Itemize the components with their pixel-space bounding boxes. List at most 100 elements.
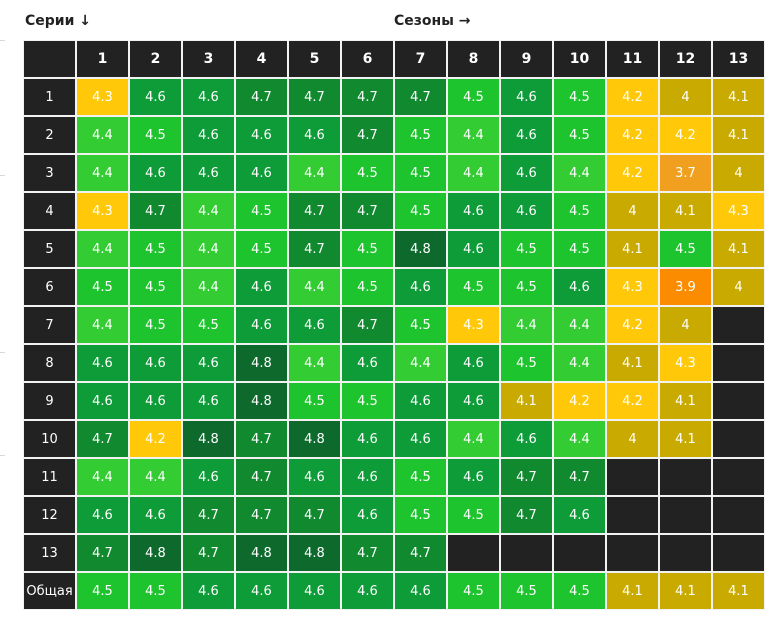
empty-cell <box>447 534 500 572</box>
episode-row-label: 4 <box>23 192 76 230</box>
rating-cell: 4.3 <box>712 192 765 230</box>
rating-cell: 4.1 <box>712 78 765 116</box>
rating-cell: 4.7 <box>76 420 129 458</box>
rating-cell: 4.7 <box>500 458 553 496</box>
rating-cell: 4.5 <box>447 496 500 534</box>
rating-cell: 4.2 <box>606 382 659 420</box>
episode-row-label: 5 <box>23 230 76 268</box>
rating-cell: 4.7 <box>288 192 341 230</box>
columns-axis-label: Сезоны → <box>394 13 471 29</box>
rating-cell: 4.6 <box>447 192 500 230</box>
rating-cell: 4.5 <box>394 116 447 154</box>
rating-cell: 4.7 <box>182 496 235 534</box>
rating-cell: 4.8 <box>182 420 235 458</box>
episode-row-label: Общая <box>23 572 76 610</box>
rating-cell: 4.1 <box>712 230 765 268</box>
rating-cell: 4.5 <box>553 192 606 230</box>
rating-cell: 4.8 <box>288 534 341 572</box>
rating-cell: 4.5 <box>341 268 394 306</box>
rating-cell: 4.5 <box>129 306 182 344</box>
rating-cell: 4.6 <box>553 268 606 306</box>
rating-cell: 4.5 <box>500 572 553 610</box>
season-header: 7 <box>394 40 447 78</box>
rating-cell: 4.6 <box>447 230 500 268</box>
rating-cell: 4.5 <box>500 344 553 382</box>
rating-cell: 4.5 <box>394 192 447 230</box>
rating-cell: 4.4 <box>288 344 341 382</box>
rating-cell: 4.4 <box>394 344 447 382</box>
rating-cell: 4 <box>712 154 765 192</box>
rating-cell: 4.4 <box>553 154 606 192</box>
rating-cell: 4.6 <box>288 572 341 610</box>
empty-cell <box>659 534 712 572</box>
episode-row-label: 2 <box>23 116 76 154</box>
rating-cell: 4.7 <box>288 496 341 534</box>
rating-cell: 4.6 <box>341 458 394 496</box>
rating-cell: 4.6 <box>129 78 182 116</box>
rating-cell: 4.5 <box>553 572 606 610</box>
rating-cell: 4.5 <box>76 268 129 306</box>
empty-cell <box>712 420 765 458</box>
rating-cell: 4.2 <box>659 116 712 154</box>
rating-cell: 4.6 <box>500 116 553 154</box>
rating-cell: 4.6 <box>341 344 394 382</box>
episode-row-label: 9 <box>23 382 76 420</box>
rating-cell: 4.1 <box>712 116 765 154</box>
rating-cell: 4.6 <box>447 382 500 420</box>
rating-cell: 4.6 <box>235 306 288 344</box>
empty-cell <box>712 382 765 420</box>
rating-cell: 4.3 <box>659 344 712 382</box>
rating-cell: 3.7 <box>659 154 712 192</box>
rating-cell: 4.6 <box>129 496 182 534</box>
empty-cell <box>659 496 712 534</box>
rating-cell: 4.2 <box>606 116 659 154</box>
page-edge-tick <box>0 352 5 353</box>
rating-cell: 4.5 <box>235 230 288 268</box>
rating-cell: 4.8 <box>235 344 288 382</box>
rating-cell: 4.6 <box>394 572 447 610</box>
rating-cell: 4.5 <box>394 496 447 534</box>
rating-cell: 4.5 <box>235 192 288 230</box>
episode-row-label: 13 <box>23 534 76 572</box>
rating-cell: 4.7 <box>235 420 288 458</box>
rating-cell: 4.6 <box>182 116 235 154</box>
rating-cell: 4.8 <box>235 382 288 420</box>
season-header: 8 <box>447 40 500 78</box>
rating-cell: 4.6 <box>129 154 182 192</box>
rating-cell: 4.6 <box>447 344 500 382</box>
rating-cell: 4.5 <box>129 572 182 610</box>
rating-cell: 4.7 <box>76 534 129 572</box>
rating-cell: 4.8 <box>394 230 447 268</box>
rating-cell: 4.6 <box>129 344 182 382</box>
rating-cell: 4.5 <box>129 268 182 306</box>
rating-cell: 4.7 <box>341 192 394 230</box>
rating-cell: 4.5 <box>288 382 341 420</box>
rating-cell: 4 <box>606 192 659 230</box>
season-header: 2 <box>129 40 182 78</box>
rating-cell: 4 <box>659 78 712 116</box>
season-header: 3 <box>182 40 235 78</box>
empty-cell <box>712 534 765 572</box>
rating-cell: 4.4 <box>288 268 341 306</box>
rating-cell: 4.2 <box>553 382 606 420</box>
rating-cell: 4.5 <box>182 306 235 344</box>
season-header: 9 <box>500 40 553 78</box>
rating-cell: 4.6 <box>500 192 553 230</box>
rating-cell: 4.7 <box>394 534 447 572</box>
rating-cell: 4.4 <box>447 154 500 192</box>
rating-cell: 4.7 <box>235 496 288 534</box>
rating-cell: 4.6 <box>235 268 288 306</box>
rating-cell: 4.6 <box>447 458 500 496</box>
empty-cell <box>712 306 765 344</box>
rating-cell: 4.1 <box>712 572 765 610</box>
rating-cell: 4.6 <box>182 572 235 610</box>
rating-cell: 4.6 <box>341 420 394 458</box>
rating-cell: 4.1 <box>659 382 712 420</box>
rating-cell: 4.5 <box>659 230 712 268</box>
rating-cell: 4.6 <box>394 420 447 458</box>
rating-cell: 4.7 <box>341 116 394 154</box>
rating-cell: 4.5 <box>394 306 447 344</box>
rating-cell: 4.4 <box>553 344 606 382</box>
ratings-heatmap: 1 2 3 4 5 6 7 8 9 10 11 12 13 1 4.3 4.6 4.6 4.7 4.7 4.7 4.7 4… <box>23 40 765 610</box>
rating-cell: 4.4 <box>76 154 129 192</box>
